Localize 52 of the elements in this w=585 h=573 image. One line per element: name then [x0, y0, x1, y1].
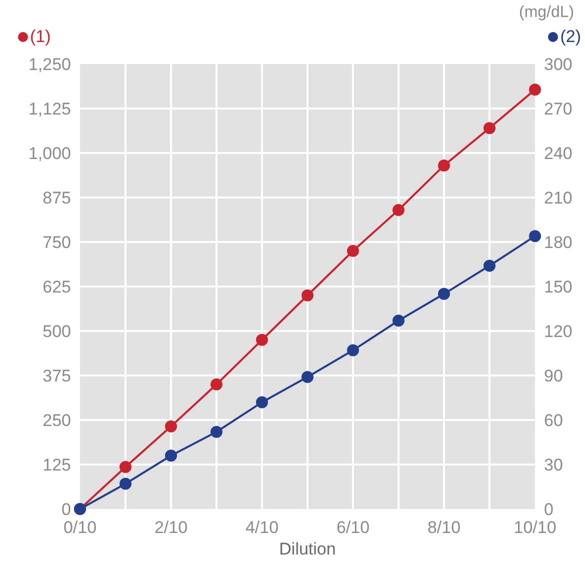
point [256, 396, 268, 408]
y2-tick-label: 90 [544, 366, 563, 386]
point [484, 260, 496, 272]
y-tick-label: 500 [42, 322, 71, 341]
y2-tick-label: 240 [544, 144, 572, 163]
point [165, 420, 177, 432]
point [302, 289, 314, 302]
y-tick-label: 625 [42, 277, 71, 296]
x-tick-label: 0/10 [63, 518, 97, 537]
x-tick-label: 2/10 [154, 518, 188, 537]
point [302, 370, 314, 383]
point [120, 460, 132, 473]
y-tick-label: 1,000 [28, 144, 71, 163]
y2-tick-label: 150 [544, 277, 572, 296]
point [392, 204, 404, 216]
y2-tick-label: 120 [544, 322, 572, 341]
point [484, 122, 496, 134]
y-tick-label: 1,250 [28, 54, 71, 74]
y2-tick-label: 210 [544, 188, 572, 208]
y-tick-label: 875 [42, 188, 71, 208]
point [438, 288, 450, 300]
point [210, 426, 222, 438]
point [392, 314, 404, 327]
y2-tick-label: 180 [544, 232, 572, 252]
point [529, 230, 541, 242]
x-tick-label: 6/10 [336, 518, 370, 537]
y-tick-label: 0 [62, 500, 71, 519]
x-tick-label: 4/10 [245, 518, 279, 537]
y-tick-label: 750 [42, 232, 71, 252]
y2-axis-title: (mg/dL) [519, 4, 574, 21]
point [256, 334, 268, 346]
y2-tick-label: 270 [544, 99, 572, 118]
y2-tick-label: 30 [544, 455, 563, 474]
point [438, 159, 450, 172]
x-tick-label: 8/10 [427, 518, 461, 537]
x-tick-label: 10/10 [514, 518, 556, 537]
y-tick-label: 250 [42, 410, 71, 430]
y-tick-label: 125 [42, 455, 71, 474]
y2-tick-label: 300 [544, 54, 572, 74]
point [165, 450, 177, 462]
point [347, 244, 359, 257]
y-tick-label: 375 [42, 366, 71, 386]
y-tick-label: 1,125 [28, 99, 71, 118]
y2-tick-label: 60 [544, 410, 563, 430]
point [529, 84, 541, 96]
point [210, 378, 222, 390]
legend-label: (1) [30, 27, 51, 47]
point [120, 478, 132, 490]
x-axis-title: Dilution [279, 539, 336, 558]
y2-tick-label: 0 [544, 500, 554, 519]
legend-label: (2) [560, 27, 581, 47]
point [347, 344, 359, 356]
